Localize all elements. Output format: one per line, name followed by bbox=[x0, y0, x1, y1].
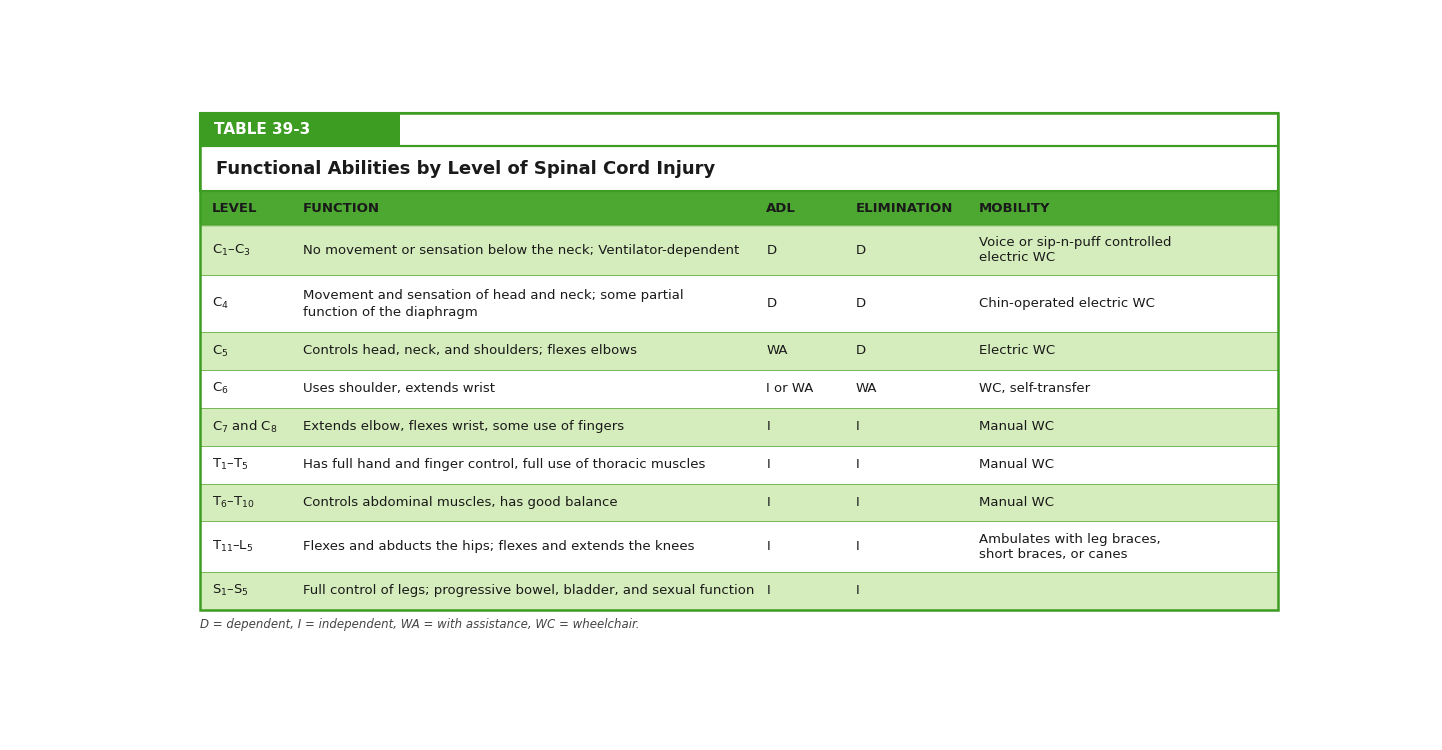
Text: I: I bbox=[855, 584, 859, 597]
Bar bbox=[200, 446, 1278, 484]
Text: Uses shoulder, extends wrist: Uses shoulder, extends wrist bbox=[303, 382, 495, 395]
Text: Electric WC: Electric WC bbox=[979, 344, 1054, 358]
Text: Extends elbow, flexes wrist, some use of fingers: Extends elbow, flexes wrist, some use of… bbox=[303, 420, 624, 434]
Bar bbox=[200, 521, 1278, 572]
Text: I: I bbox=[855, 540, 859, 554]
Text: D: D bbox=[855, 244, 865, 256]
Text: D: D bbox=[766, 244, 776, 256]
Text: C$_5$: C$_5$ bbox=[212, 344, 228, 358]
Text: T$_{11}$–L$_5$: T$_{11}$–L$_5$ bbox=[212, 539, 252, 554]
Text: Manual WC: Manual WC bbox=[979, 496, 1054, 509]
Text: D: D bbox=[855, 297, 865, 310]
Text: TABLE 39-3: TABLE 39-3 bbox=[213, 122, 310, 137]
Bar bbox=[200, 572, 1278, 610]
Text: C$_4$: C$_4$ bbox=[212, 296, 228, 311]
Text: function of the diaphragm: function of the diaphragm bbox=[303, 306, 477, 319]
Text: I: I bbox=[766, 420, 770, 434]
Bar bbox=[200, 332, 1278, 370]
Text: WA: WA bbox=[766, 344, 787, 358]
Text: Voice or sip-n-puff controlled: Voice or sip-n-puff controlled bbox=[979, 236, 1171, 249]
Text: Controls abdominal muscles, has good balance: Controls abdominal muscles, has good bal… bbox=[303, 496, 617, 509]
Text: WA: WA bbox=[855, 382, 877, 395]
Bar bbox=[200, 370, 1278, 408]
Bar bbox=[200, 572, 1278, 610]
Text: Full control of legs; progressive bowel, bladder, and sexual function: Full control of legs; progressive bowel,… bbox=[303, 584, 754, 597]
Bar bbox=[200, 332, 1278, 370]
Text: C$_6$: C$_6$ bbox=[212, 381, 228, 397]
Text: Manual WC: Manual WC bbox=[979, 458, 1054, 471]
Bar bbox=[200, 225, 1278, 275]
Text: I or WA: I or WA bbox=[766, 382, 813, 395]
Text: Controls head, neck, and shoulders; flexes elbows: Controls head, neck, and shoulders; flex… bbox=[303, 344, 637, 358]
Bar bbox=[200, 191, 1278, 225]
Text: I: I bbox=[766, 540, 770, 554]
Text: C$_7$ and C$_8$: C$_7$ and C$_8$ bbox=[212, 419, 277, 435]
Text: ELIMINATION: ELIMINATION bbox=[855, 202, 953, 214]
Bar bbox=[200, 484, 1278, 521]
Text: LEVEL: LEVEL bbox=[212, 202, 257, 214]
Text: I: I bbox=[855, 420, 859, 434]
Text: Has full hand and finger control, full use of thoracic muscles: Has full hand and finger control, full u… bbox=[303, 458, 705, 471]
Bar bbox=[200, 113, 399, 146]
Text: Ambulates with leg braces,: Ambulates with leg braces, bbox=[979, 532, 1161, 545]
Text: electric WC: electric WC bbox=[979, 251, 1054, 264]
Bar bbox=[200, 446, 1278, 484]
Bar bbox=[200, 484, 1278, 521]
Text: Manual WC: Manual WC bbox=[979, 420, 1054, 434]
Text: Movement and sensation of head and neck; some partial: Movement and sensation of head and neck;… bbox=[303, 289, 684, 302]
Text: D: D bbox=[855, 344, 865, 358]
Text: I: I bbox=[855, 496, 859, 509]
Text: Flexes and abducts the hips; flexes and extends the knees: Flexes and abducts the hips; flexes and … bbox=[303, 540, 695, 554]
Text: T$_6$–T$_{10}$: T$_6$–T$_{10}$ bbox=[212, 495, 254, 510]
Text: I: I bbox=[766, 458, 770, 471]
Bar bbox=[200, 408, 1278, 446]
Bar bbox=[200, 275, 1278, 332]
Bar bbox=[200, 275, 1278, 332]
Text: short braces, or canes: short braces, or canes bbox=[979, 548, 1128, 561]
Bar bbox=[200, 113, 1278, 146]
Text: D = dependent, I = independent, WA = with assistance, WC = wheelchair.: D = dependent, I = independent, WA = wit… bbox=[200, 618, 640, 631]
Text: D: D bbox=[766, 297, 776, 310]
Bar bbox=[200, 370, 1278, 408]
Text: T$_1$–T$_5$: T$_1$–T$_5$ bbox=[212, 457, 248, 472]
Text: I: I bbox=[855, 458, 859, 471]
Text: Functional Abilities by Level of Spinal Cord Injury: Functional Abilities by Level of Spinal … bbox=[216, 160, 715, 178]
Text: ADL: ADL bbox=[766, 202, 796, 214]
Bar bbox=[200, 408, 1278, 446]
Bar bbox=[200, 225, 1278, 275]
Bar bbox=[200, 146, 1278, 191]
Text: MOBILITY: MOBILITY bbox=[979, 202, 1050, 214]
Bar bbox=[200, 521, 1278, 572]
Text: Chin-operated electric WC: Chin-operated electric WC bbox=[979, 297, 1155, 310]
Text: WC, self-transfer: WC, self-transfer bbox=[979, 382, 1090, 395]
Text: C$_1$–C$_3$: C$_1$–C$_3$ bbox=[212, 242, 251, 257]
Text: I: I bbox=[766, 584, 770, 597]
Text: No movement or sensation below the neck; Ventilator-dependent: No movement or sensation below the neck;… bbox=[303, 244, 740, 256]
Text: FUNCTION: FUNCTION bbox=[303, 202, 381, 214]
Text: S$_1$–S$_5$: S$_1$–S$_5$ bbox=[212, 584, 248, 598]
Bar bbox=[200, 113, 1278, 610]
Text: I: I bbox=[766, 496, 770, 509]
